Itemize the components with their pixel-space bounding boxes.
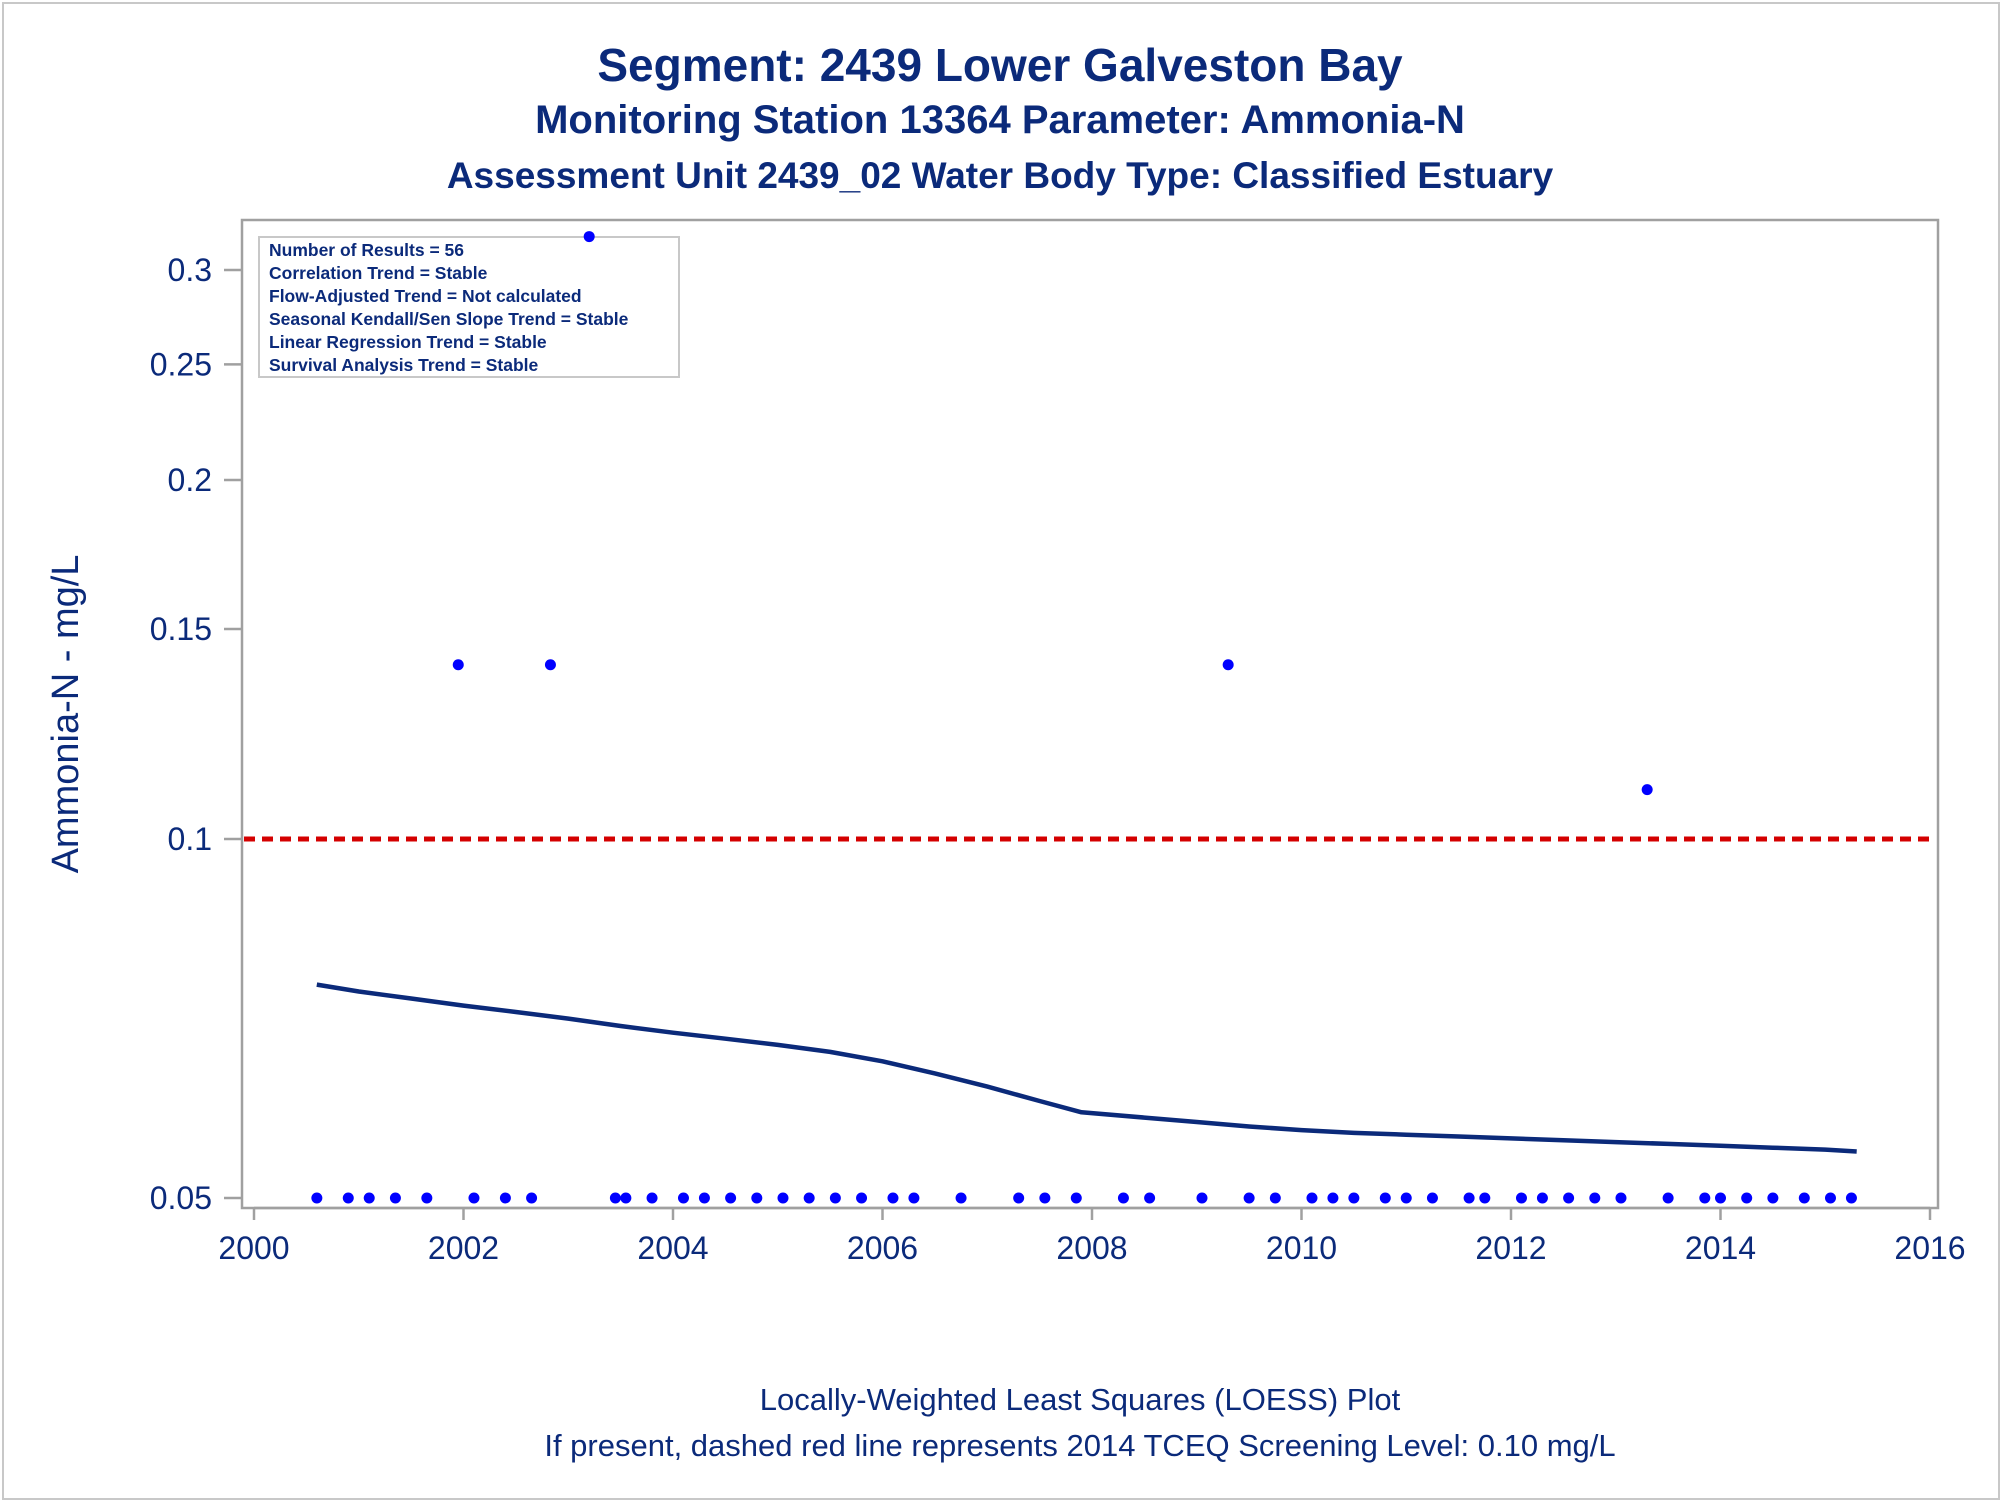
data-point xyxy=(1379,1192,1391,1204)
data-point xyxy=(544,659,556,671)
x-tick-label: 2006 xyxy=(847,1230,918,1266)
y-tick-label: 0.15 xyxy=(150,611,212,647)
chart-subtitle-2: Assessment Unit 2439_02 Water Body Type:… xyxy=(446,155,1554,196)
y-axis: 0.05 0.1 0.15 0.2 0.25 0.3 xyxy=(150,252,242,1216)
data-point xyxy=(1426,1192,1438,1204)
data-point xyxy=(803,1192,815,1204)
data-point xyxy=(468,1192,480,1204)
data-point xyxy=(452,659,464,671)
y-tick-label: 0.05 xyxy=(150,1180,212,1216)
data-point xyxy=(829,1192,841,1204)
x-axis: 2000 2002 2004 2006 2008 2010 2012 2014 2016 xyxy=(218,1206,1966,1266)
data-point xyxy=(1479,1192,1491,1204)
data-point xyxy=(1196,1192,1208,1204)
x-tick-label: 2008 xyxy=(1056,1230,1127,1266)
data-point xyxy=(1615,1192,1627,1204)
stats-box xyxy=(258,236,680,378)
data-point xyxy=(1070,1192,1082,1204)
data-point xyxy=(1348,1192,1360,1204)
x-tick-label: 2010 xyxy=(1266,1230,1337,1266)
data-point xyxy=(698,1192,710,1204)
data-point xyxy=(1536,1192,1548,1204)
data-point xyxy=(1400,1192,1412,1204)
y-axis-label: Ammonia-N - mg/L xyxy=(45,555,87,874)
stats-line-4: Seasonal Kendall/Sen Slope Trend = Stabl… xyxy=(269,309,629,329)
data-point xyxy=(583,231,595,243)
data-point xyxy=(955,1192,967,1204)
y-tick-label: 0.1 xyxy=(168,821,212,857)
data-point xyxy=(389,1192,401,1204)
stats-line-2: Correlation Trend = Stable xyxy=(269,263,488,283)
data-point xyxy=(1767,1192,1779,1204)
data-point xyxy=(1798,1192,1810,1204)
data-point xyxy=(499,1192,511,1204)
x-tick-label: 2014 xyxy=(1685,1230,1756,1266)
data-point xyxy=(1699,1192,1711,1204)
data-point xyxy=(1013,1192,1025,1204)
y-tick-label: 0.25 xyxy=(150,346,212,382)
x-tick-label: 2012 xyxy=(1475,1230,1546,1266)
stats-line-5: Linear Regression Trend = Stable xyxy=(269,332,547,352)
data-point xyxy=(1741,1192,1753,1204)
x-tick-label: 2000 xyxy=(218,1230,289,1266)
data-point xyxy=(1563,1192,1575,1204)
data-point xyxy=(311,1192,323,1204)
data-point xyxy=(1515,1192,1527,1204)
footnote-loess: Locally-Weighted Least Squares (LOESS) P… xyxy=(759,1382,1401,1417)
data-point xyxy=(1641,784,1653,796)
data-point xyxy=(1824,1192,1836,1204)
chart-subtitle: Monitoring Station 13364 Parameter: Ammo… xyxy=(535,98,1465,142)
y-tick-label: 0.2 xyxy=(168,462,212,498)
data-point xyxy=(526,1192,538,1204)
stats-line-3: Flow-Adjusted Trend = Not calculated xyxy=(269,286,582,306)
points-layer xyxy=(311,231,1857,1204)
data-point xyxy=(1845,1192,1857,1204)
chart-title: Segment: 2439 Lower Galveston Bay xyxy=(597,39,1403,91)
data-point xyxy=(1589,1192,1601,1204)
data-point xyxy=(908,1192,920,1204)
data-point xyxy=(620,1192,632,1204)
data-point xyxy=(363,1192,375,1204)
data-point xyxy=(609,1192,621,1204)
data-point xyxy=(646,1192,658,1204)
y-tick-label: 0.3 xyxy=(168,252,212,288)
data-point xyxy=(421,1192,433,1204)
data-point xyxy=(725,1192,737,1204)
data-point xyxy=(1222,659,1234,671)
x-tick-label: 2004 xyxy=(637,1230,708,1266)
data-point xyxy=(1144,1192,1156,1204)
footnote-screening: If present, dashed red line represents 2… xyxy=(544,1428,1616,1463)
data-point xyxy=(1306,1192,1318,1204)
data-point xyxy=(1327,1192,1339,1204)
loess-line xyxy=(316,982,1857,1154)
data-point xyxy=(342,1192,354,1204)
data-point xyxy=(1269,1192,1281,1204)
data-point xyxy=(1715,1192,1726,1204)
data-point xyxy=(1463,1192,1475,1204)
data-point xyxy=(1039,1192,1051,1204)
stats-line-1: Number of Results = 56 xyxy=(269,240,464,260)
data-point xyxy=(751,1192,763,1204)
data-point xyxy=(777,1192,789,1204)
loess-layer xyxy=(316,982,1857,1154)
data-point xyxy=(887,1192,899,1204)
data-point xyxy=(1662,1192,1674,1204)
x-tick-label: 2016 xyxy=(1894,1230,1965,1266)
data-point xyxy=(856,1192,868,1204)
data-point xyxy=(1117,1192,1129,1204)
data-point xyxy=(677,1192,689,1204)
stats-line-6: Survival Analysis Trend = Stable xyxy=(269,355,539,375)
x-tick-label: 2002 xyxy=(428,1230,499,1266)
data-point xyxy=(1243,1192,1255,1204)
